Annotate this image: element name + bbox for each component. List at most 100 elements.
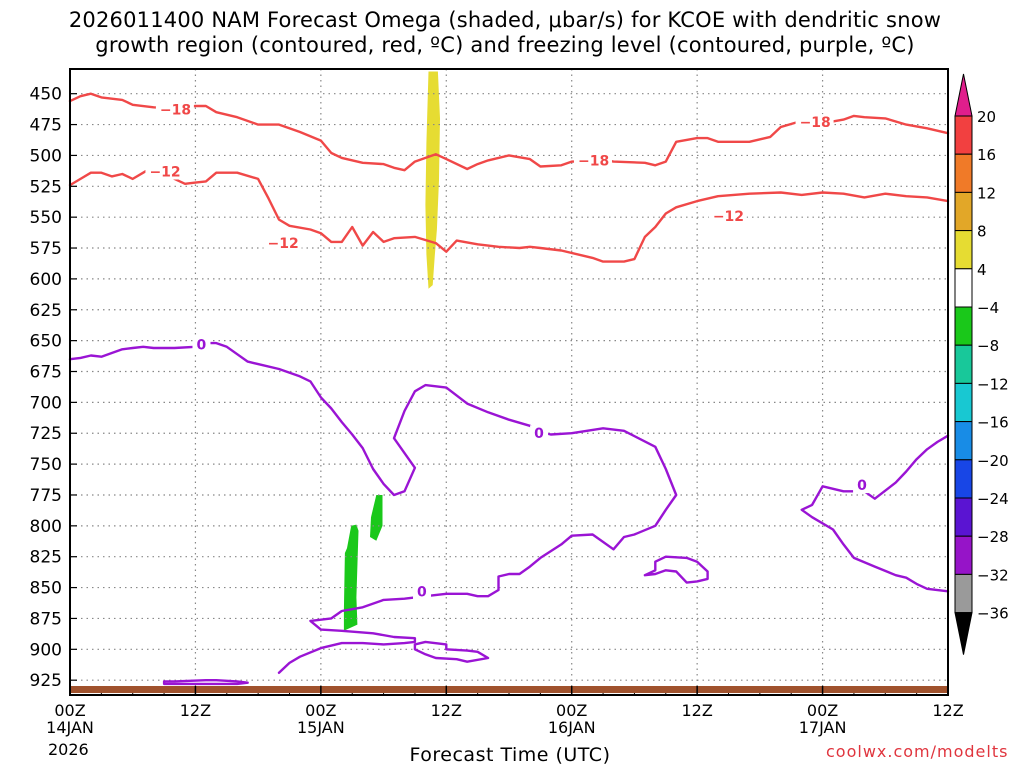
contour-label-bg-2-2 <box>413 583 432 600</box>
colorbar-tick-label-9: −20 <box>977 452 1009 470</box>
contour-label-bg-0-0 <box>155 101 194 118</box>
y-tick-label-475: 475 <box>30 116 62 136</box>
colorbar-bottom-arrow <box>954 612 973 655</box>
colorbar-tick-label-4: 4 <box>977 261 987 279</box>
x-tick-label-2: 00Z 15JAN <box>296 701 345 737</box>
y-tick-label-850: 850 <box>30 579 62 599</box>
colorbar-bin-7 <box>954 382 973 423</box>
omega-region-0 <box>425 71 440 289</box>
contour-label-2-2: 0 <box>417 584 427 600</box>
contour-label-1-0: −12 <box>149 164 180 180</box>
contour-label-2-0: 0 <box>196 337 206 353</box>
contour-label-layer: −18 −18 −18 −12 −12 −12 0 0 0 0 <box>145 101 872 600</box>
y-tick-label-525: 525 <box>30 177 62 197</box>
contour-label-bg-2-0 <box>192 336 211 353</box>
y-tick-label-600: 600 <box>30 270 62 290</box>
colorbar-bin-11 <box>954 535 973 575</box>
contour-label-bg-1-1 <box>263 235 302 252</box>
x-tick-label-4: 00Z 16JAN <box>547 701 596 737</box>
colorbar-bin-1 <box>954 153 973 193</box>
colorbar: 20 16 12 8 4 −4 −8 −12 −16 −20 −24 −28 −32 −36 <box>954 73 1009 655</box>
contour-label-2-1: 0 <box>534 426 544 442</box>
y-tick-label-775: 775 <box>30 486 62 506</box>
chart-title-line-1: 2026011400 NAM Forecast Omega (shaded, μ… <box>68 8 942 32</box>
x-axis-ticks <box>69 686 949 695</box>
omega-region-2 <box>370 495 383 541</box>
colorbar-tick-label-10: −24 <box>977 490 1009 508</box>
y-tick-label-700: 700 <box>30 393 62 413</box>
chart-title: 2026011400 NAM Forecast Omega (shaded, μ… <box>0 8 1010 58</box>
contour-label-bg-1-2 <box>708 207 747 224</box>
y-tick-label-625: 625 <box>30 301 62 321</box>
colorbar-tick-label-11: −28 <box>977 528 1009 546</box>
colorbar-bin-6 <box>954 344 973 384</box>
plot-frame <box>69 68 949 696</box>
x-tick-label-1: 12Z <box>179 701 212 720</box>
y-tick-label-875: 875 <box>30 609 62 629</box>
colorbar-tick-label-13: −36 <box>977 605 1009 623</box>
contour-0c <box>643 555 709 584</box>
omega-region-1 <box>343 524 359 631</box>
contour-0e <box>162 679 249 686</box>
y-tick-label-550: 550 <box>30 208 62 228</box>
colorbar-tick-label-7: −12 <box>977 375 1009 393</box>
contour-0b <box>800 434 950 593</box>
colorbar-bin-12 <box>954 573 973 614</box>
contour-0 <box>68 341 678 674</box>
x-tick-label-7: 12Z <box>932 701 964 720</box>
colorbar-tick-label-6: −8 <box>977 337 999 355</box>
y-tick-label-925: 925 <box>30 671 62 691</box>
contour-label-1-2: −12 <box>713 209 744 225</box>
grid-layer <box>69 69 949 695</box>
x-tick-label-6: 00Z 17JAN <box>798 701 847 737</box>
contour--18 <box>68 92 950 172</box>
year-label: 2026 <box>48 740 89 759</box>
colorbar-tick-label-0: 20 <box>977 108 996 126</box>
y-tick-label-500: 500 <box>30 146 62 166</box>
omega-shading-layer <box>343 71 440 631</box>
contour--12 <box>68 165 950 263</box>
y-tick-label-725: 725 <box>30 424 62 444</box>
colorbar-tick-label-12: −32 <box>977 566 1009 584</box>
x-tick-label-0: 00Z 14JAN <box>46 701 94 737</box>
colorbar-bin-2 <box>954 191 973 232</box>
colorbar-tick-label-8: −16 <box>977 414 1009 432</box>
y-tick-label-575: 575 <box>30 239 62 259</box>
contour-label-bg-0-1 <box>573 152 612 169</box>
colorbar-bin-5 <box>954 306 973 346</box>
contour-label-bg-1-0 <box>145 163 184 180</box>
credit-text: coolwx.com/modelts <box>826 742 1009 761</box>
colorbar-tick-label-3: 8 <box>977 223 987 241</box>
y-tick-label-825: 825 <box>30 548 62 568</box>
y-tick-label-750: 750 <box>30 455 62 475</box>
colorbar-tick-label-2: 12 <box>977 184 996 202</box>
colorbar-bin-9 <box>954 459 973 499</box>
colorbar-tick-label-5: −4 <box>977 299 999 317</box>
colorbar-bin-3 <box>954 230 973 270</box>
y-tick-label-800: 800 <box>30 517 62 537</box>
x-tick-label-3: 12Z <box>430 701 462 720</box>
contour-label-3-0: 0 <box>857 478 867 494</box>
contour-0d <box>413 640 490 663</box>
y-tick-label-450: 450 <box>30 85 62 105</box>
y-axis: 450 475 500 525 550 575 600 625 650 675 700 725 750 7… <box>30 85 77 691</box>
colorbar-bin-4 <box>954 268 973 308</box>
contour-label-0-2: −18 <box>800 115 831 131</box>
contour-label-1-1: −12 <box>268 236 299 252</box>
y-tick-label-650: 650 <box>30 332 62 352</box>
y-tick-label-675: 675 <box>30 363 62 383</box>
y-tick-label-900: 900 <box>30 640 62 660</box>
colorbar-bin-8 <box>954 421 973 461</box>
contour-label-bg-0-2 <box>795 114 834 131</box>
chart-title-line-2: growth region (contoured, red, ºC) and f… <box>95 33 915 57</box>
colorbar-tick-label-1: 16 <box>977 146 996 164</box>
contour-label-0-0: −18 <box>160 103 191 119</box>
ground-strip <box>70 686 948 693</box>
colorbar-top-arrow <box>954 73 973 117</box>
x-tick-label-5: 12Z <box>681 701 713 720</box>
contour-layer <box>68 92 950 686</box>
colorbar-bin-0 <box>954 115 973 155</box>
contour-label-bg-2-1 <box>530 425 549 442</box>
x-axis-title: Forecast Time (UTC) <box>409 744 611 766</box>
